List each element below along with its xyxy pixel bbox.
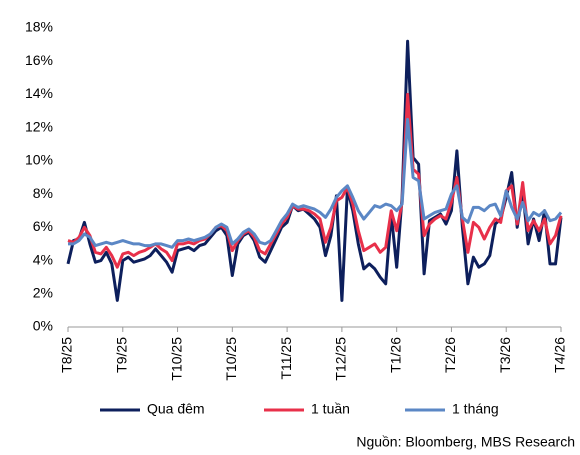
y-tick-label: 10% bbox=[25, 152, 53, 168]
legend-label: 1 tháng bbox=[452, 401, 499, 417]
x-tick-label: T10/25 bbox=[168, 337, 184, 381]
y-tick-label: 8% bbox=[33, 185, 53, 201]
y-tick-label: 12% bbox=[25, 118, 53, 134]
series-line bbox=[67, 92, 563, 269]
y-tick-label: 18% bbox=[25, 19, 53, 35]
legend-label: 1 tuần bbox=[311, 401, 350, 417]
series-line bbox=[66, 39, 563, 302]
y-tick-label: 14% bbox=[25, 85, 53, 101]
x-tick-label: T9/25 bbox=[113, 337, 129, 373]
y-tick-label: 4% bbox=[33, 251, 53, 267]
x-tick-label: T8/25 bbox=[59, 337, 75, 373]
y-tick-label: 6% bbox=[33, 218, 53, 234]
x-tick-label: T1/26 bbox=[387, 337, 403, 373]
y-tick-label: 0% bbox=[33, 318, 53, 334]
x-tick-label: T10/25 bbox=[223, 337, 239, 381]
x-tick-label: T12/25 bbox=[333, 337, 349, 381]
y-tick-label: 16% bbox=[25, 52, 53, 68]
y-tick-label: 2% bbox=[33, 284, 53, 300]
source-note: Nguồn: Bloomberg, MBS Research bbox=[356, 434, 575, 450]
x-tick-label: T3/26 bbox=[497, 337, 513, 373]
x-tick-label: T4/26 bbox=[552, 337, 568, 373]
series-line bbox=[68, 117, 563, 249]
x-tick-label: T2/26 bbox=[442, 337, 458, 373]
legend-label: Qua đêm bbox=[147, 401, 205, 417]
x-tick-label: T11/25 bbox=[278, 337, 294, 380]
